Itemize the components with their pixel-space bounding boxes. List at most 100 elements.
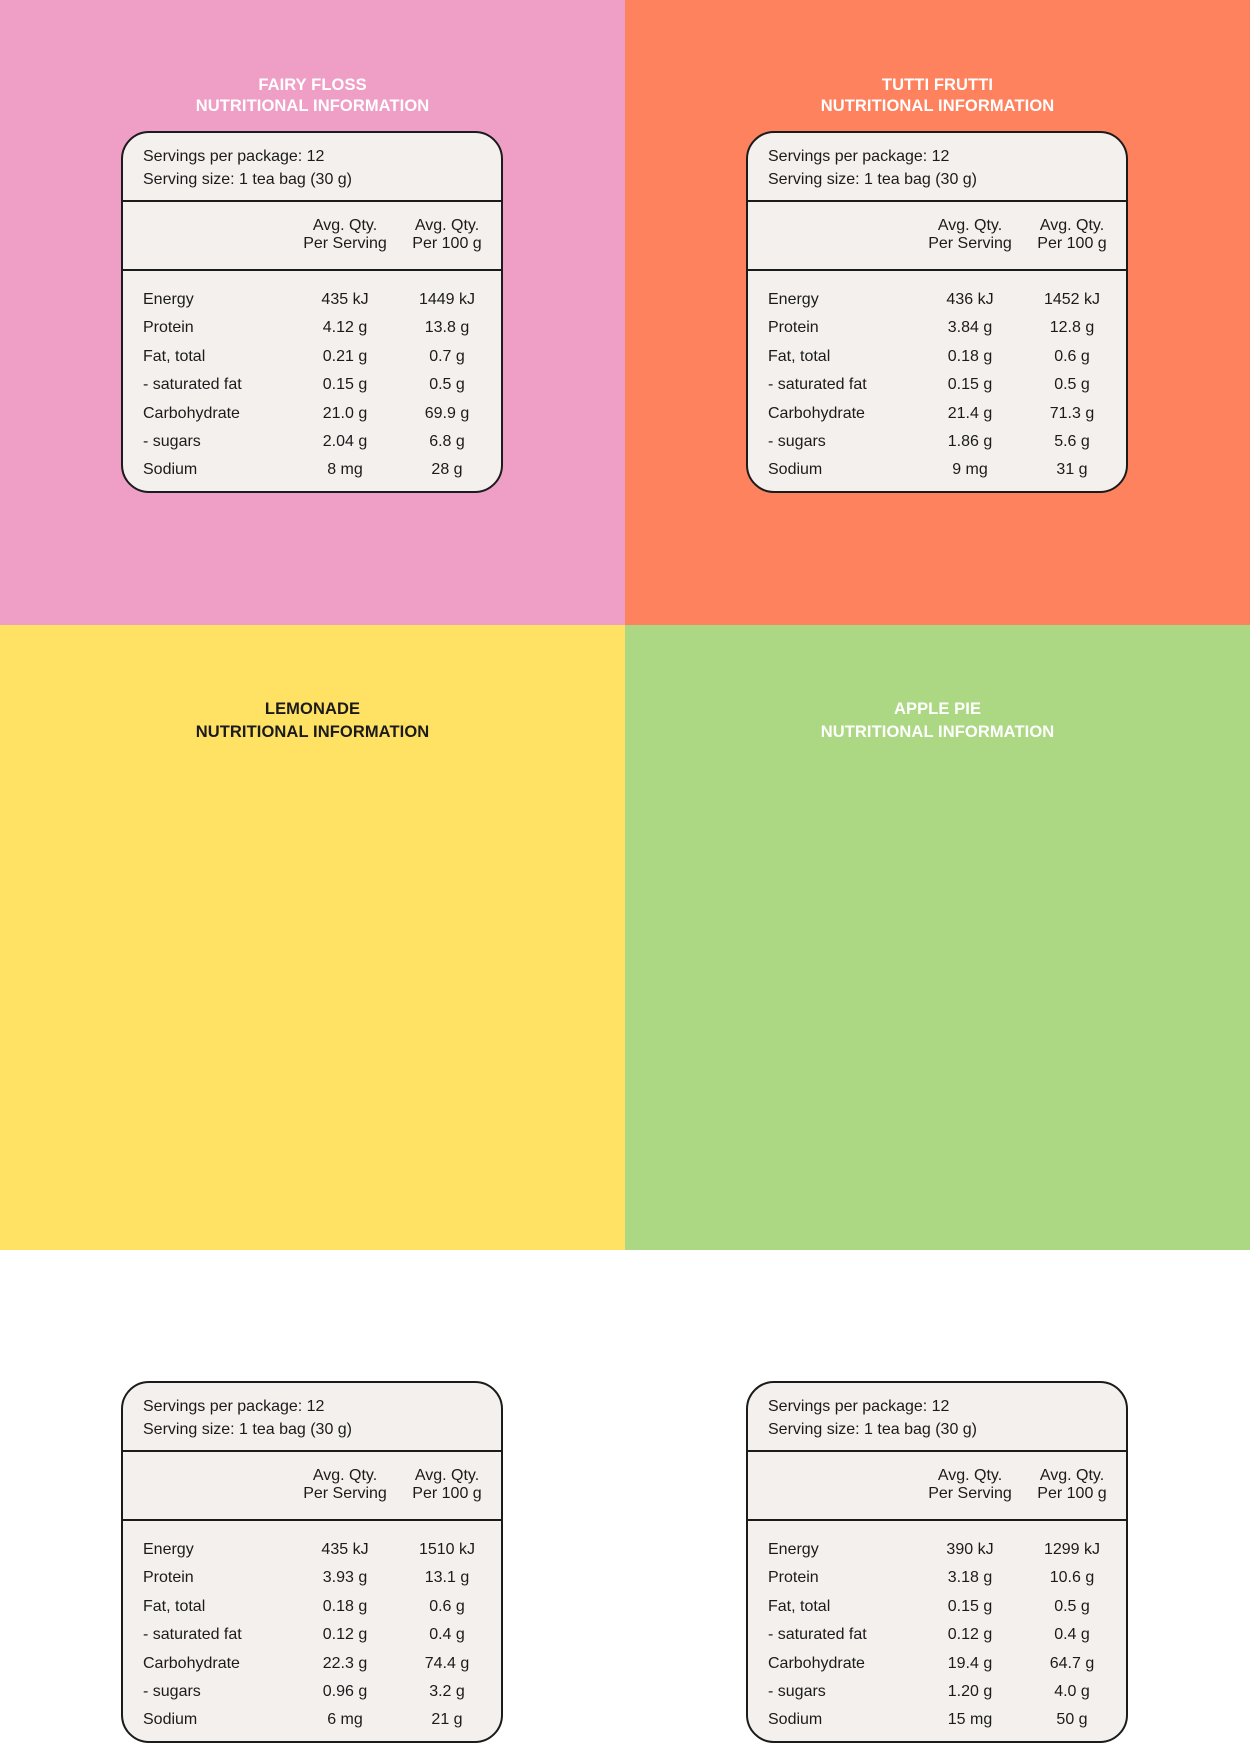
table-row: Protein 3.18 g 10.6 g	[748, 1564, 1126, 1592]
per-100g-value: 13.1 g	[424, 1569, 470, 1587]
col1-line1: Avg. Qty.	[937, 217, 1003, 234]
per-100g-value: 1510 kJ	[418, 1541, 476, 1558]
flavor-name: TUTTI FRUTTI	[881, 76, 994, 94]
table-row: Energy 436 kJ 1452 kJ	[748, 286, 1126, 314]
col2-line2: Per 100 g	[1037, 1485, 1107, 1502]
per-100g-value: 1449 kJ	[418, 291, 476, 308]
per-100g-value: 31 g	[1056, 461, 1088, 479]
table-row: Energy 435 kJ 1449 kJ	[123, 286, 501, 314]
per-100g-value: 64.7 g	[1049, 1654, 1095, 1672]
nutrient-name: - sugars	[143, 432, 201, 450]
nutrient-name: - sugars	[768, 432, 826, 450]
per-100g-value: 0.4 g	[1054, 1626, 1090, 1644]
nutrient-rows: Energy 435 kJ 1449 kJ Protein 4.12 g 13.8 g Fa…	[123, 271, 501, 485]
per-serving-value: 8 mg	[327, 461, 363, 479]
servings-per-package: Servings per package: 12	[143, 148, 325, 165]
per-serving-value: 0.15 g	[947, 1597, 993, 1615]
table-row: - saturated fat 0.15 g 0.5 g	[748, 371, 1126, 399]
col2-line2: Per 100 g	[412, 1485, 482, 1502]
nutrient-name: Energy	[768, 291, 819, 308]
nutrient-name: Fat, total	[143, 1597, 206, 1615]
per-100g-value: 21 g	[431, 1711, 463, 1729]
nutrient-name: Fat, total	[768, 1597, 831, 1615]
panel-title: LEMONADE NUTRITIONAL INFORMATION	[0, 698, 625, 744]
table-row: Energy 390 kJ 1299 kJ	[748, 1536, 1126, 1564]
nutrient-name: Fat, total	[143, 347, 206, 365]
serving-info: Servings per package: 12 Serving size: 1 …	[123, 133, 501, 202]
serving-size: Serving size: 1 tea bag (30 g)	[768, 171, 978, 188]
title-subtitle: NUTRITIONAL INFORMATION	[195, 97, 430, 115]
per-serving-value: 0.12 g	[947, 1626, 993, 1644]
per-100g-value: 4.0 g	[1054, 1682, 1090, 1700]
per-100g-value: 1452 kJ	[1043, 291, 1101, 308]
per-serving-value: 3.93 g	[322, 1569, 368, 1587]
col2-line1: Avg. Qty.	[1039, 217, 1105, 234]
serving-size: Serving size: 1 tea bag (30 g)	[768, 1421, 978, 1438]
table-row: Protein 4.12 g 13.8 g	[123, 314, 501, 342]
per-serving-value: 21.4 g	[947, 404, 993, 422]
nutrient-name: - sugars	[143, 1682, 201, 1700]
per-100g-value: 69.9 g	[424, 404, 470, 422]
per-serving-value: 0.15 g	[947, 376, 993, 394]
panel-tutti-frutti: TUTTI FRUTTI NUTRITIONAL INFORMATION Servi…	[625, 0, 1250, 625]
nutrient-name: Fat, total	[768, 347, 831, 365]
table-row: Fat, total 0.18 g 0.6 g	[748, 343, 1126, 371]
table-row: Fat, total 0.18 g 0.6 g	[123, 1593, 501, 1621]
per-100g-value: 28 g	[431, 461, 463, 479]
per-100g-value: 0.5 g	[1054, 376, 1090, 394]
per-serving-value: 0.18 g	[322, 1597, 368, 1615]
col2-line1: Avg. Qty.	[414, 217, 480, 234]
per-serving-value: 0.12 g	[322, 1626, 368, 1644]
serving-info: Servings per package: 12 Serving size: 1 …	[748, 1383, 1126, 1452]
nutrient-name: Sodium	[143, 1711, 198, 1729]
nutrient-name: Energy	[143, 1541, 194, 1558]
nutrition-table: Servings per package: 12 Serving size: 1 …	[121, 131, 503, 493]
serving-info: Servings per package: 12 Serving size: 1 …	[123, 1383, 501, 1452]
col2-line1: Avg. Qty.	[414, 1467, 480, 1484]
title-subtitle: NUTRITIONAL INFORMATION	[820, 723, 1055, 741]
nutrient-name: Carbohydrate	[768, 1654, 865, 1672]
per-serving-value: 9 mg	[952, 461, 988, 479]
col1-line2: Per Serving	[303, 1485, 387, 1502]
per-serving-value: 3.18 g	[947, 1569, 993, 1587]
table-row: - sugars 1.20 g 4.0 g	[748, 1678, 1126, 1706]
per-serving-value: 0.21 g	[322, 347, 368, 365]
per-serving-header: Avg. Qty. Per Serving	[290, 1467, 400, 1503]
col1-line2: Per Serving	[928, 235, 1012, 252]
flavor-name: LEMONADE	[264, 700, 361, 718]
per-serving-header: Avg. Qty. Per Serving	[915, 217, 1025, 253]
per-100g-value: 5.6 g	[1054, 432, 1090, 450]
table-row: - saturated fat 0.12 g 0.4 g	[748, 1621, 1126, 1649]
table-row: - sugars 0.96 g 3.2 g	[123, 1678, 501, 1706]
panel-lemonade: LEMONADE NUTRITIONAL INFORMATION Servings …	[0, 625, 625, 1743]
table-row: Carbohydrate 21.0 g 69.9 g	[123, 400, 501, 428]
nutrient-name: Sodium	[768, 461, 823, 479]
per-serving-value: 3.84 g	[947, 319, 993, 337]
per-serving-value: 21.0 g	[322, 404, 368, 422]
table-row: Sodium 8 mg 28 g	[123, 456, 501, 484]
per-serving-value: 6 mg	[327, 1711, 363, 1729]
per-100g-value: 74.4 g	[424, 1654, 470, 1672]
nutrient-name: Sodium	[768, 1711, 823, 1729]
table-row: Sodium 9 mg 31 g	[748, 456, 1126, 484]
per-serving-value: 435 kJ	[321, 1541, 369, 1558]
per-serving-value: 19.4 g	[947, 1654, 993, 1672]
panel-title: TUTTI FRUTTI NUTRITIONAL INFORMATION	[625, 75, 1250, 117]
serving-size: Serving size: 1 tea bag (30 g)	[143, 171, 353, 188]
nutrient-name: Energy	[143, 291, 194, 308]
col2-line1: Avg. Qty.	[1039, 1467, 1105, 1484]
nutrient-name: - saturated fat	[768, 376, 867, 394]
nutrition-table: Servings per package: 12 Serving size: 1 …	[746, 131, 1128, 493]
col1-line1: Avg. Qty.	[312, 217, 378, 234]
nutrient-name: Sodium	[143, 461, 198, 479]
nutrient-name: - saturated fat	[143, 1626, 242, 1644]
col1-line1: Avg. Qty.	[937, 1467, 1003, 1484]
servings-per-package: Servings per package: 12	[768, 148, 950, 165]
per-100g-header: Avg. Qty. Per 100 g	[1017, 1467, 1126, 1503]
per-serving-value: 22.3 g	[322, 1654, 368, 1672]
col2-line2: Per 100 g	[1037, 235, 1107, 252]
title-subtitle: NUTRITIONAL INFORMATION	[820, 97, 1055, 115]
nutrition-table: Servings per package: 12 Serving size: 1 …	[121, 1381, 503, 1743]
nutrient-name: Carbohydrate	[143, 1654, 240, 1672]
per-100g-value: 0.4 g	[429, 1626, 465, 1644]
